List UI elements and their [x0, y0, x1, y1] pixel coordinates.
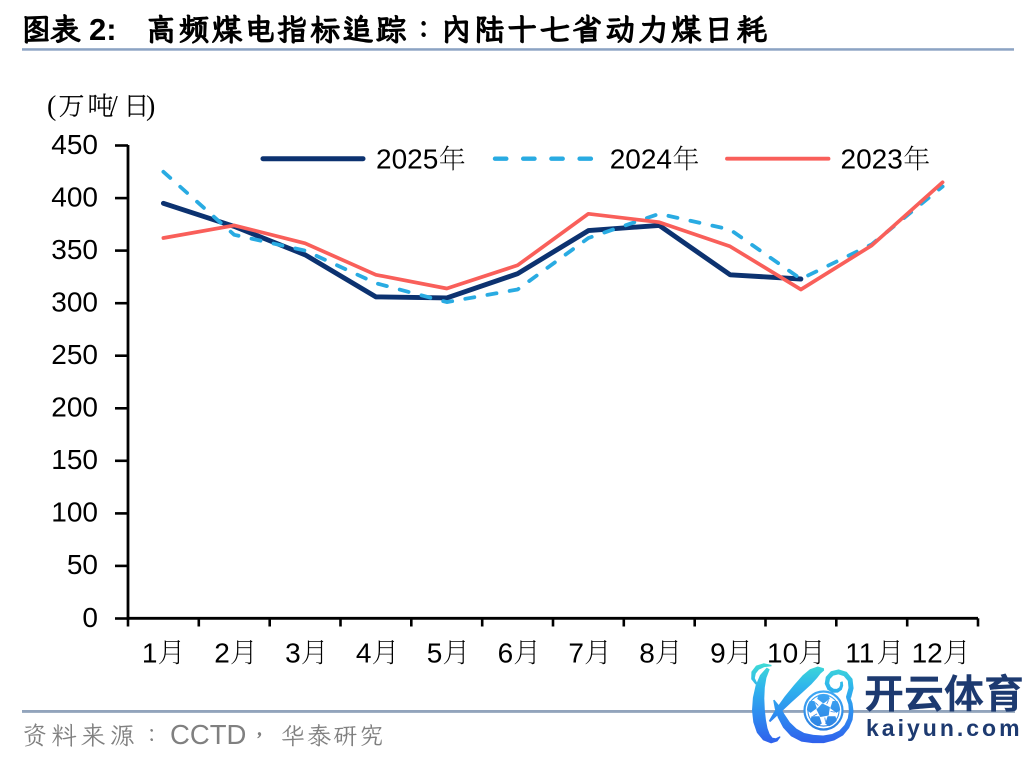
svg-text:9: 9 — [710, 637, 726, 668]
svg-text:/: / — [110, 91, 118, 122]
svg-text:): ) — [146, 91, 155, 122]
svg-text:300: 300 — [51, 287, 98, 318]
svg-text:2023: 2023 — [841, 144, 903, 175]
svg-text:200: 200 — [51, 392, 98, 423]
svg-text:100: 100 — [51, 497, 98, 528]
svg-text:5: 5 — [427, 637, 443, 668]
svg-text:11: 11 — [845, 637, 874, 668]
svg-text:4: 4 — [356, 637, 372, 668]
svg-text:3: 3 — [285, 637, 301, 668]
svg-text:7: 7 — [568, 637, 584, 668]
svg-text:2024: 2024 — [610, 144, 672, 175]
svg-text:kaiyun.com: kaiyun.com — [866, 715, 1023, 741]
svg-text:350: 350 — [51, 234, 98, 265]
svg-text:250: 250 — [51, 339, 98, 370]
svg-text:0: 0 — [82, 602, 98, 633]
svg-text:150: 150 — [51, 444, 98, 475]
svg-text:6: 6 — [498, 637, 514, 668]
svg-text:1: 1 — [142, 637, 158, 668]
svg-text:12: 12 — [912, 637, 943, 668]
svg-text:2:: 2: — [89, 12, 117, 47]
svg-text:400: 400 — [51, 181, 98, 212]
svg-text:2025: 2025 — [376, 144, 438, 175]
svg-text:CCTD: CCTD — [170, 719, 246, 750]
svg-text:50: 50 — [67, 549, 98, 580]
svg-text:450: 450 — [51, 129, 98, 160]
svg-text:8: 8 — [639, 637, 655, 668]
svg-text:2: 2 — [214, 637, 230, 668]
svg-text:10: 10 — [767, 637, 798, 668]
svg-text:(: ( — [47, 91, 56, 122]
